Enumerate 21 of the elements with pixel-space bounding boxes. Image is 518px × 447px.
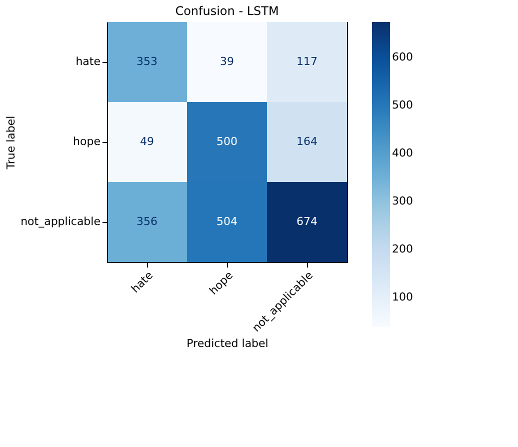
y-tick-label: hate	[76, 55, 101, 68]
color-bar-label: 600	[392, 50, 413, 64]
data-label: 674	[296, 215, 318, 228]
data-label: 117	[296, 55, 318, 68]
data-label: 356	[136, 215, 158, 228]
chart-title: Confusion - LSTM	[175, 4, 279, 18]
data-label: 39	[220, 55, 234, 68]
data-label: 504	[216, 215, 238, 228]
y-axis-title: True label	[4, 116, 18, 170]
y-tick-label: not_applicable	[20, 215, 101, 228]
data-label: 164	[296, 135, 318, 148]
color-bar-label: 100	[392, 290, 413, 304]
color-bar-label: 300	[392, 194, 413, 208]
y-tick-label: hope	[73, 135, 101, 148]
data-label: 49	[140, 135, 154, 148]
data-label: 353	[136, 55, 158, 68]
color-bar-label: 500	[392, 98, 413, 112]
color-bar-label: 200	[392, 242, 413, 256]
x-axis-title: Predicted label	[186, 336, 268, 350]
color-bar-label: 400	[392, 146, 413, 160]
data-label: 500	[216, 135, 238, 148]
